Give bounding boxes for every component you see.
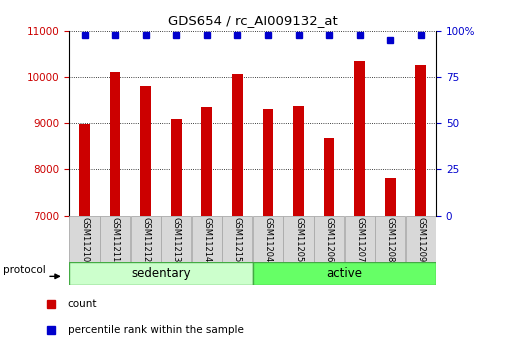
- Bar: [283, 216, 313, 264]
- Bar: [130, 216, 161, 264]
- Bar: [324, 138, 334, 216]
- Bar: [375, 216, 405, 264]
- Bar: [253, 216, 283, 264]
- Text: GSM11214: GSM11214: [202, 217, 211, 263]
- Bar: [406, 216, 436, 264]
- Bar: [141, 87, 151, 216]
- Text: GSM11209: GSM11209: [416, 217, 425, 263]
- Bar: [110, 72, 121, 216]
- Bar: [253, 262, 436, 285]
- Bar: [385, 178, 396, 216]
- Bar: [314, 216, 344, 264]
- Bar: [69, 262, 253, 285]
- Text: GSM11204: GSM11204: [264, 217, 272, 263]
- Bar: [232, 73, 243, 216]
- Text: GSM11215: GSM11215: [233, 217, 242, 263]
- Text: GSM11210: GSM11210: [80, 217, 89, 263]
- Bar: [161, 216, 191, 264]
- Bar: [202, 107, 212, 216]
- Bar: [192, 216, 222, 264]
- Text: active: active: [326, 267, 362, 280]
- Text: count: count: [68, 299, 97, 309]
- Bar: [416, 65, 426, 216]
- Bar: [79, 124, 90, 216]
- Bar: [263, 109, 273, 216]
- Bar: [100, 216, 130, 264]
- Bar: [171, 119, 182, 216]
- Bar: [293, 106, 304, 216]
- Text: protocol: protocol: [4, 266, 46, 275]
- Text: sedentary: sedentary: [131, 267, 191, 280]
- Text: GSM11212: GSM11212: [141, 217, 150, 263]
- Text: percentile rank within the sample: percentile rank within the sample: [68, 325, 244, 335]
- Bar: [345, 216, 375, 264]
- Text: GSM11207: GSM11207: [355, 217, 364, 263]
- Title: GDS654 / rc_AI009132_at: GDS654 / rc_AI009132_at: [168, 14, 338, 27]
- Text: GSM11213: GSM11213: [172, 217, 181, 263]
- Text: GSM11208: GSM11208: [386, 217, 394, 263]
- Bar: [69, 216, 100, 264]
- Bar: [354, 61, 365, 216]
- Bar: [222, 216, 252, 264]
- Text: GSM11205: GSM11205: [294, 217, 303, 263]
- Text: GSM11206: GSM11206: [325, 217, 333, 263]
- Text: GSM11211: GSM11211: [111, 217, 120, 263]
